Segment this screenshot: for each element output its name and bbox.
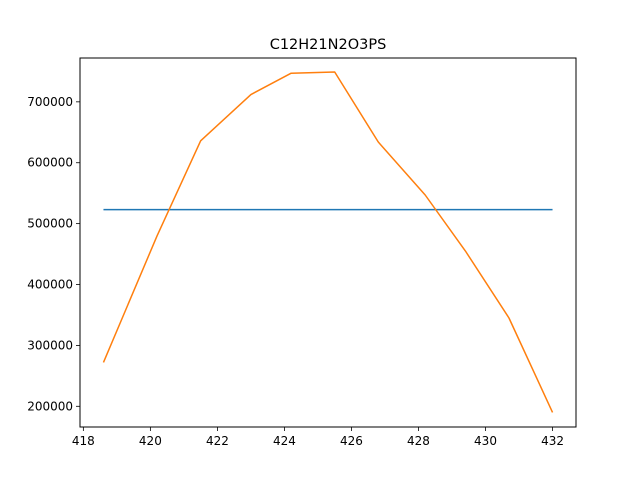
series-layer [102,71,554,413]
x-tick-label: 430 [474,434,497,448]
y-tick-label: 500000 [27,217,73,231]
x-tick-label: 432 [541,434,564,448]
x-tick-label: 420 [139,434,162,448]
x-tick-label: 428 [407,434,430,448]
y-tick-label: 200000 [27,399,73,413]
y-tick-label: 400000 [27,278,73,292]
y-tick-label: 600000 [27,156,73,170]
series-line-2 [102,71,554,413]
plot-frame [79,57,577,428]
x-tick-label: 422 [206,434,229,448]
y-tick-label: 300000 [27,338,73,352]
x-tick-label: 424 [273,434,296,448]
x-tick-label: 418 [72,434,95,448]
chart-title: C12H21N2O3PS [270,37,387,53]
y-tick-label: 700000 [27,95,73,109]
axes-layer: 418 420 422 424 426 428 430 432 200000 300000 4000… [27,95,564,448]
x-tick-label: 426 [340,434,363,448]
